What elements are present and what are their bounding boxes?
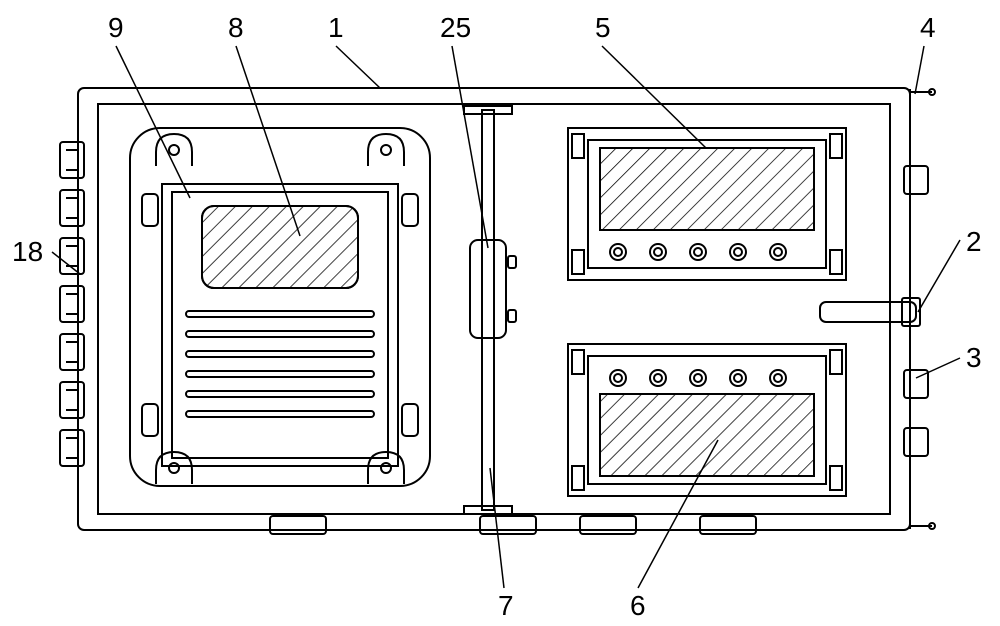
diagram-container: 9 8 1 25 5 4 2 18 3 7 6 (0, 0, 1000, 626)
callout-label-4: 4 (920, 12, 936, 44)
callout-label-25: 25 (440, 12, 471, 44)
callout-label-8: 8 (228, 12, 244, 44)
callout-label-1: 1 (328, 12, 344, 44)
callout-label-6: 6 (630, 590, 646, 622)
callout-label-18: 18 (12, 236, 43, 268)
callout-label-5: 5 (595, 12, 611, 44)
diagram-svg (0, 0, 1000, 626)
callout-label-7: 7 (498, 590, 514, 622)
callout-label-2: 2 (966, 226, 982, 258)
callout-label-3: 3 (966, 342, 982, 374)
callout-label-9: 9 (108, 12, 124, 44)
